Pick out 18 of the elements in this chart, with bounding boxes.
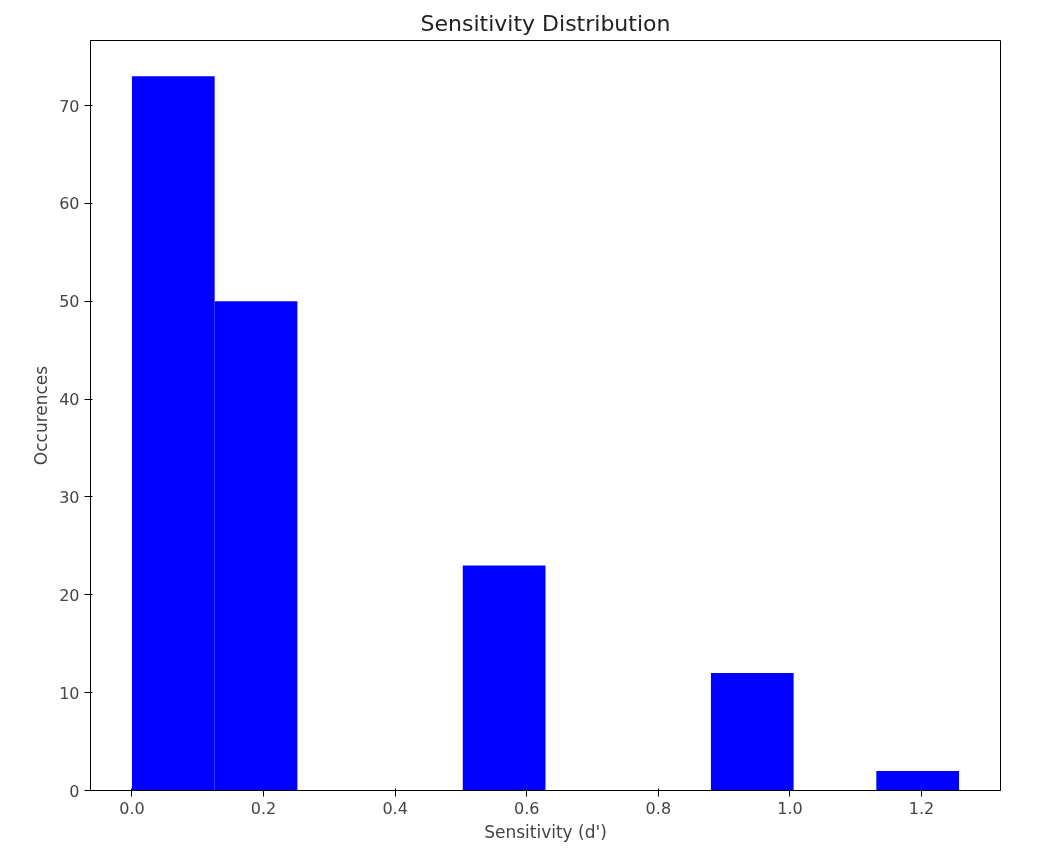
y-tick-label: 50: [59, 292, 80, 312]
y-tick-label: 0: [69, 781, 80, 801]
x-tick-label: 0.0: [119, 798, 145, 818]
y-tick-label: 40: [59, 390, 80, 410]
chart-title: Sensitivity Distribution: [420, 10, 671, 36]
y-tick-label: 30: [59, 487, 80, 507]
x-tick-label: 1.2: [908, 798, 935, 818]
y-tick-label: 70: [59, 96, 80, 116]
x-tick-label: 0.8: [645, 798, 672, 818]
x-tick-label: 0.4: [382, 798, 408, 818]
y-tick-label: 10: [59, 683, 80, 703]
x-tick-label: 0.2: [250, 798, 277, 818]
y-tick-label: 60: [59, 194, 80, 214]
x-tick-label: 1.0: [777, 798, 803, 818]
y-axis-title: Occurences: [31, 365, 52, 466]
x-tick-label: 0.6: [514, 798, 540, 818]
y-tick-label: 20: [59, 585, 80, 605]
x-axis-title: Sensitivity (d'): [484, 821, 607, 842]
